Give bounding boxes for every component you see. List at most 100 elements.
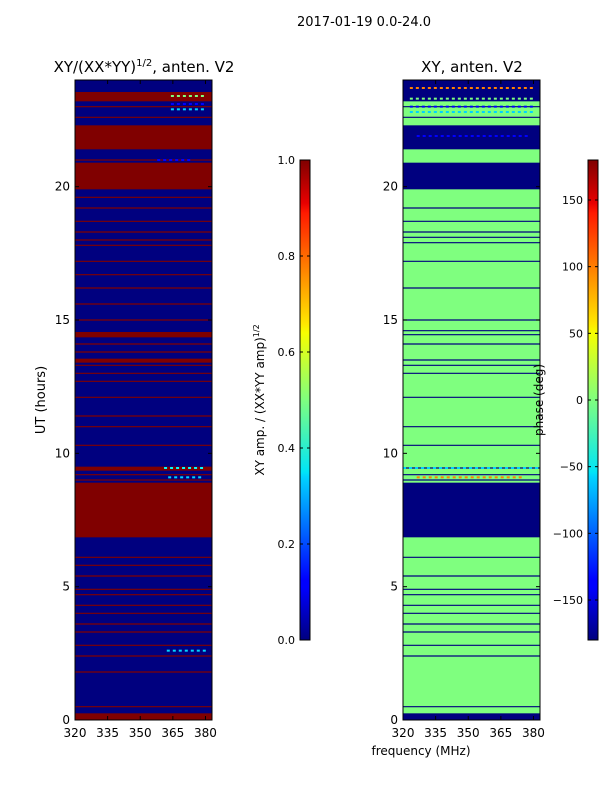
heatmap-speckle [427, 105, 431, 108]
heatmap-band [75, 482, 212, 538]
heatmap-speckle [416, 651, 420, 653]
heatmap-speckle [493, 111, 497, 113]
heatmap-speckle [403, 467, 406, 469]
heatmap-speckle [166, 649, 170, 652]
heatmap-frame [402, 79, 541, 721]
heatmap-speckle [500, 651, 504, 653]
heatmap-speckle [445, 87, 449, 89]
heatmap-speckle [506, 476, 510, 479]
heatmap-speckle [475, 97, 479, 100]
heatmap-speckle [470, 135, 474, 137]
heatmap-band [75, 92, 212, 102]
heatmap-speckle [409, 111, 413, 113]
heatmap-speckle [421, 105, 425, 108]
x-tick-label: 365 [489, 726, 512, 740]
colorbar-tick-label: 0 [576, 394, 583, 407]
heatmap-speckle [439, 105, 443, 108]
heatmap-band [403, 162, 540, 190]
heatmap-speckle [182, 95, 186, 97]
y-tick-label: 10 [55, 446, 70, 460]
y-tick-label: 10 [383, 446, 398, 460]
colorbar2-label: phase (deg) [532, 364, 546, 436]
heatmap-speckle [439, 111, 443, 113]
heatmap-speckle [517, 105, 521, 108]
heatmap-speckle [452, 135, 456, 137]
heatmap-speckle [422, 476, 426, 479]
heatmap-speckle [475, 105, 479, 108]
heatmap-speckle [200, 95, 204, 97]
heatmap-speckle [529, 87, 533, 89]
heatmap-speckle [427, 87, 431, 89]
heatmap-speckle [469, 467, 472, 469]
heatmap-speckle [481, 111, 485, 113]
heatmap-speckle [415, 97, 419, 100]
heatmap-speckle [421, 111, 425, 113]
heatmap-speckle [439, 87, 443, 89]
heatmap-speckle [445, 111, 449, 113]
heatmap-speckle [523, 97, 527, 100]
colorbar-tick-label: −50 [560, 461, 583, 474]
heatmap-speckle [170, 108, 174, 111]
heatmap-speckle [196, 649, 200, 652]
heatmap-speckle [505, 111, 509, 113]
heatmap-band [75, 358, 212, 363]
x-tick-label: 335 [424, 726, 447, 740]
heatmap-speckle [174, 476, 178, 479]
heatmap-speckle [416, 476, 420, 479]
heatmap-band [75, 332, 212, 338]
heatmap-speckle [202, 649, 206, 652]
heatmap-speckle [487, 87, 491, 89]
heatmap-speckle [428, 135, 432, 137]
heatmap-speckle [487, 111, 491, 113]
colorbar-tick-label: 100 [562, 261, 583, 274]
heatmap-speckle [481, 97, 485, 100]
heatmap-speckle [469, 97, 473, 100]
heatmap-speckle [523, 111, 527, 113]
heatmap-speckle [194, 108, 198, 111]
x-tick-label: 320 [392, 726, 415, 740]
heatmap-speckle [494, 651, 498, 653]
y-tick-label: 15 [55, 313, 70, 327]
heatmap-speckle [476, 476, 480, 479]
heatmap-speckle [440, 651, 444, 653]
heatmap-speckle [182, 108, 186, 111]
heatmap-speckle [457, 87, 461, 89]
heatmap-speckle [433, 87, 437, 89]
heatmap-speckle [176, 467, 180, 469]
heatmap-speckle [198, 476, 202, 479]
plot2-title: XY, anten. V2 [421, 58, 523, 76]
heatmap-speckle [172, 649, 176, 652]
heatmap-speckle [493, 97, 497, 100]
heatmap-speckle [451, 87, 455, 89]
heatmap-speckle [494, 135, 498, 137]
heatmap-speckle [523, 105, 527, 108]
heatmap-speckle [505, 87, 509, 89]
phase-plot: XY, anten. V2 frequency (MHz) 0 5 10 15 20 32… [371, 58, 544, 758]
heatmap-speckle [458, 135, 462, 137]
heatmap-band [75, 162, 212, 190]
heatmap-speckle [457, 105, 461, 108]
heatmap-speckle [506, 135, 510, 137]
heatmap-speckle [511, 467, 514, 469]
heatmap-speckle [512, 135, 516, 137]
heatmap-speckle [188, 103, 192, 105]
x-tick-label: 380 [522, 726, 545, 740]
colorbar-tick-label: 0.4 [278, 442, 296, 455]
heatmap-speckle [499, 111, 503, 113]
colorbar-tick-label: 50 [569, 327, 583, 340]
heatmap-speckle [463, 105, 467, 108]
colorbar-tick-label: 0.2 [278, 538, 296, 551]
heatmap-speckle [433, 105, 437, 108]
heatmap-speckle [163, 159, 167, 161]
y-tick-label: 15 [383, 313, 398, 327]
y-tick-label: 0 [390, 713, 398, 727]
colorbar-tick-label: 1.0 [278, 154, 296, 167]
heatmap-speckle [446, 651, 450, 653]
heatmap-speckle [487, 97, 491, 100]
heatmap-speckle [164, 467, 168, 469]
heatmap-speckle [511, 97, 515, 100]
heatmap-speckle [188, 108, 192, 111]
plot2-xlabel: frequency (MHz) [371, 744, 470, 758]
heatmap-speckle [439, 97, 443, 100]
heatmap-speckle [451, 105, 455, 108]
